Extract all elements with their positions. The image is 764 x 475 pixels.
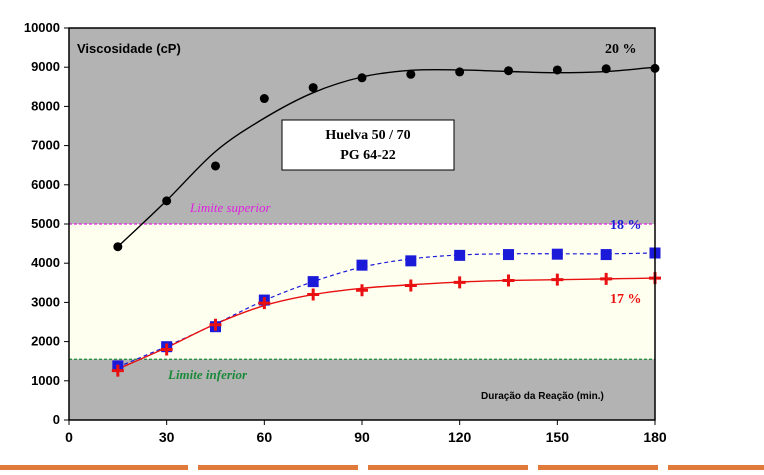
- point-series2-8: [502, 274, 515, 287]
- data-markers: [111, 63, 661, 377]
- point-series2-2: [209, 318, 222, 331]
- x-axis: 0 30 60 90 120 150 180: [65, 420, 667, 445]
- y-tick-label-10: 10000: [24, 20, 60, 35]
- y-tick-label-2: 2000: [31, 334, 60, 349]
- y-tick-label-6: 6000: [31, 177, 60, 192]
- point-series1-9: [551, 248, 563, 260]
- point-series2-4: [307, 288, 320, 301]
- point-series0-10: [601, 64, 611, 74]
- upper-limit-label: Limite superior: [189, 200, 271, 215]
- x-tick-label-5: 150: [546, 429, 570, 445]
- legend-line-1: Huelva 50 / 70: [325, 128, 410, 143]
- y-axis: 0 1000 2000 3000 4000 5000 6000 7000 8000 9000 100…: [24, 20, 69, 427]
- y-tick-label-4: 4000: [31, 255, 60, 270]
- point-series2-10: [600, 272, 613, 285]
- point-series2-6: [404, 279, 417, 292]
- x-tick-label-1: 30: [159, 429, 175, 445]
- point-series0-7: [455, 67, 465, 77]
- point-series0-9: [552, 65, 562, 75]
- footer-bar-5: [668, 465, 764, 470]
- footer-bar-2: [198, 465, 358, 470]
- point-series1-8: [503, 249, 514, 261]
- y-tick-label-3: 3000: [31, 294, 60, 309]
- point-series2-3: [258, 297, 271, 310]
- series-label-20: 20 %: [605, 42, 637, 57]
- point-series0-2: [211, 161, 220, 171]
- point-series0-5: [357, 73, 367, 83]
- y-axis-label: Viscosidade (cP): [77, 41, 181, 56]
- point-series1-4: [307, 276, 319, 288]
- point-series0-0: [113, 242, 123, 252]
- point-series1-7: [454, 249, 466, 261]
- point-series1-6: [405, 255, 417, 267]
- legend-box: [281, 119, 455, 171]
- x-tick-label-4: 120: [448, 429, 472, 445]
- point-series2-1: [160, 343, 173, 356]
- y-tick-label-0: 0: [53, 412, 60, 427]
- point-series2-7: [453, 276, 466, 289]
- point-series1-5: [356, 259, 368, 271]
- point-series0-8: [504, 66, 513, 76]
- point-series0-6: [406, 69, 416, 79]
- point-series2-5: [356, 284, 368, 297]
- x-tick-label-3: 90: [354, 429, 370, 445]
- x-tick-label-0: 0: [65, 429, 73, 445]
- legend-line-2: PG 64-22: [340, 148, 396, 163]
- y-tick-label-1: 1000: [31, 373, 60, 388]
- y-tick-label-8: 8000: [31, 98, 60, 113]
- point-series2-0: [111, 364, 124, 377]
- x-axis-label: Duração da Reação (min.): [481, 391, 604, 402]
- footer-bar-3: [368, 465, 528, 470]
- series-label-18: 18 %: [610, 218, 642, 233]
- y-tick-label-7: 7000: [31, 138, 60, 153]
- point-series0-3: [259, 94, 269, 104]
- series-label-17: 17 %: [610, 292, 642, 307]
- y-tick-label-9: 9000: [31, 59, 60, 74]
- x-tick-label-6: 180: [643, 429, 667, 445]
- point-series1-10: [600, 249, 612, 261]
- footer-bar-4: [538, 465, 658, 470]
- lower-limit-label: Limite inferior: [167, 367, 248, 382]
- footer-bar-1: [0, 465, 188, 470]
- point-series0-4: [308, 83, 318, 93]
- y-tick-label-5: 5000: [31, 216, 60, 231]
- point-series2-9: [551, 273, 564, 286]
- point-series0-1: [162, 196, 172, 206]
- x-tick-label-2: 60: [257, 429, 273, 445]
